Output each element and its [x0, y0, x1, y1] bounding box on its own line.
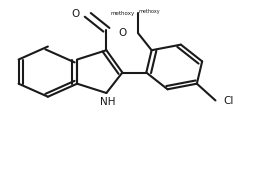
Text: NH: NH	[100, 97, 115, 107]
Text: O: O	[118, 28, 127, 38]
Text: methoxy: methoxy	[110, 11, 135, 15]
Text: Cl: Cl	[223, 96, 234, 106]
Text: methoxy: methoxy	[138, 9, 160, 14]
Text: O: O	[72, 9, 80, 19]
